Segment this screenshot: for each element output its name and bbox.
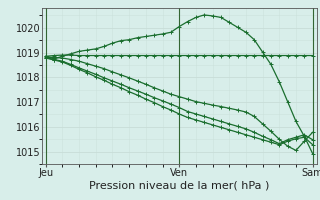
X-axis label: Pression niveau de la mer( hPa ): Pression niveau de la mer( hPa ) <box>89 181 269 191</box>
